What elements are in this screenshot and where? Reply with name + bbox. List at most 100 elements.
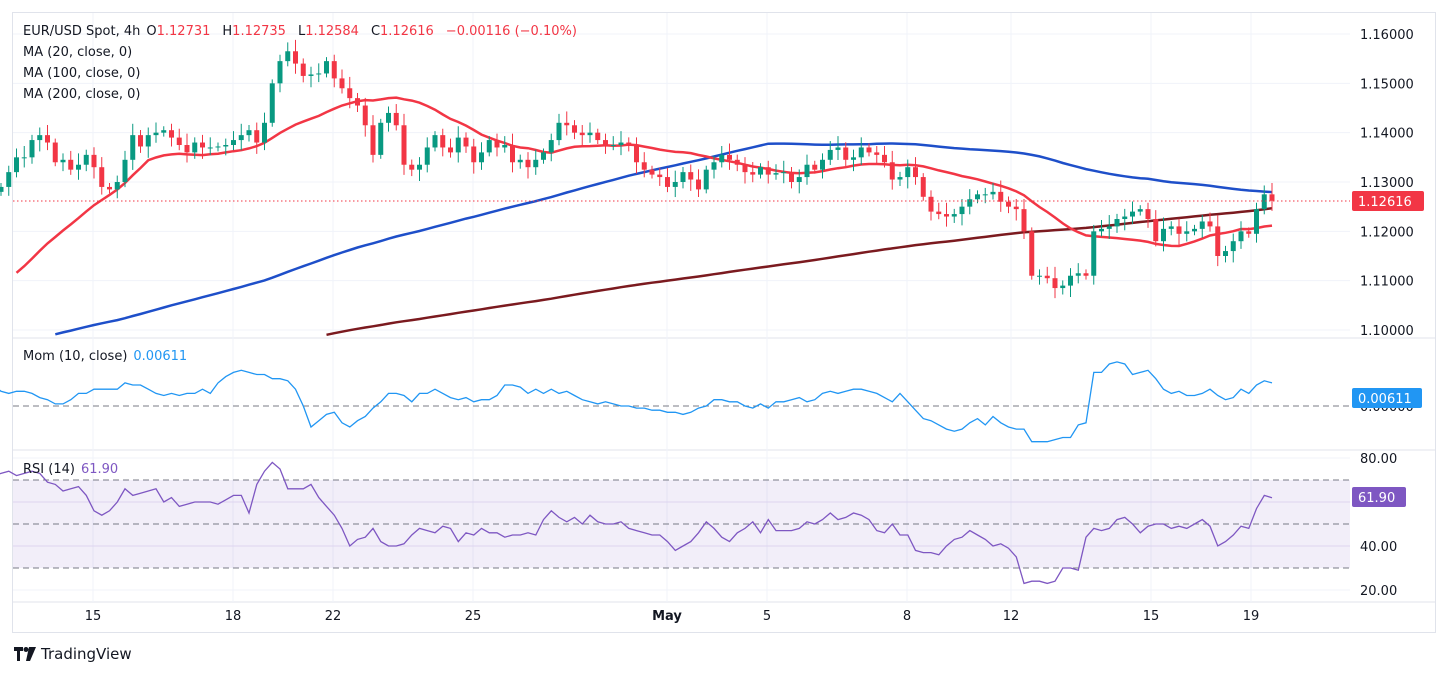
candle[interactable]	[796, 169, 802, 194]
candle[interactable]	[897, 171, 903, 186]
candle[interactable]	[533, 149, 539, 175]
candle[interactable]	[1130, 201, 1135, 225]
candle[interactable]	[455, 126, 461, 163]
candle[interactable]	[0, 182, 4, 196]
candle[interactable]	[758, 163, 763, 179]
candle[interactable]	[370, 115, 376, 163]
candle[interactable]	[1044, 266, 1050, 284]
candle[interactable]	[812, 160, 818, 174]
candle[interactable]	[184, 133, 190, 163]
momentum-line[interactable]	[0, 361, 1273, 443]
candle[interactable]	[362, 97, 368, 137]
candle[interactable]	[858, 137, 864, 165]
candle[interactable]	[1006, 196, 1011, 214]
candle[interactable]	[1052, 266, 1058, 299]
candle[interactable]	[595, 128, 601, 145]
candle[interactable]	[827, 141, 833, 165]
candle[interactable]	[889, 150, 895, 190]
candle[interactable]	[401, 113, 407, 175]
candle[interactable]	[1114, 213, 1120, 233]
candle[interactable]	[789, 166, 794, 189]
ma100-line[interactable]	[55, 142, 1273, 336]
candle[interactable]	[1137, 205, 1143, 216]
candle[interactable]	[130, 123, 136, 170]
candle[interactable]	[665, 168, 670, 193]
candle[interactable]	[1269, 182, 1275, 211]
candle[interactable]	[905, 159, 911, 189]
candle[interactable]	[1075, 263, 1081, 284]
candle[interactable]	[339, 69, 345, 94]
candle[interactable]	[246, 125, 252, 142]
candle[interactable]	[734, 154, 740, 172]
candle[interactable]	[1168, 221, 1174, 236]
candle[interactable]	[262, 112, 267, 151]
candle[interactable]	[254, 122, 260, 154]
candle[interactable]	[711, 155, 717, 179]
candle[interactable]	[835, 136, 841, 161]
candle[interactable]	[1153, 210, 1159, 247]
rsi-line[interactable]	[0, 461, 1273, 585]
ma100-legend[interactable]: MA (100, close, 0)	[23, 66, 141, 81]
candle[interactable]	[634, 137, 639, 174]
candle[interactable]	[1122, 208, 1128, 231]
candle[interactable]	[781, 160, 787, 184]
candle[interactable]	[1029, 227, 1035, 280]
candle[interactable]	[820, 153, 825, 179]
candle[interactable]	[300, 58, 306, 83]
candle[interactable]	[773, 164, 779, 180]
ma20-legend[interactable]: MA (20, close, 0)	[23, 45, 133, 60]
candle[interactable]	[145, 127, 151, 158]
candle[interactable]	[1037, 269, 1042, 285]
candle[interactable]	[502, 136, 508, 153]
candle[interactable]	[657, 168, 663, 186]
candle[interactable]	[1161, 217, 1166, 252]
candle[interactable]	[944, 202, 949, 227]
candle[interactable]	[913, 157, 918, 185]
candle[interactable]	[417, 157, 422, 182]
candle[interactable]	[91, 147, 97, 179]
candle[interactable]	[587, 122, 593, 143]
candle[interactable]	[316, 63, 322, 83]
candle[interactable]	[1091, 224, 1097, 285]
candle[interactable]	[176, 128, 182, 151]
candle[interactable]	[83, 149, 89, 172]
candle[interactable]	[99, 157, 105, 195]
candle[interactable]	[494, 133, 500, 157]
candle[interactable]	[928, 190, 934, 221]
candle[interactable]	[1254, 202, 1259, 243]
candle[interactable]	[1207, 212, 1213, 232]
candle[interactable]	[990, 182, 996, 200]
candle[interactable]	[703, 165, 709, 194]
candle[interactable]	[696, 169, 701, 198]
candle[interactable]	[14, 148, 19, 178]
candle[interactable]	[510, 133, 515, 173]
candle[interactable]	[21, 145, 27, 168]
candle[interactable]	[378, 118, 384, 159]
candle[interactable]	[936, 202, 942, 220]
candle[interactable]	[579, 125, 585, 147]
candle[interactable]	[959, 199, 965, 226]
candle[interactable]	[750, 162, 756, 183]
mom-legend[interactable]: Mom (10, close) 0.00611	[23, 349, 193, 364]
candle[interactable]	[967, 189, 973, 215]
candle[interactable]	[285, 42, 291, 67]
candle[interactable]	[277, 54, 283, 93]
candle[interactable]	[572, 120, 577, 140]
candle[interactable]	[114, 175, 120, 199]
candle[interactable]	[471, 138, 477, 174]
candle[interactable]	[804, 154, 810, 185]
candle[interactable]	[765, 160, 771, 184]
candle[interactable]	[161, 126, 167, 137]
candle[interactable]	[60, 153, 66, 172]
candle[interactable]	[1246, 227, 1252, 238]
candle[interactable]	[122, 150, 128, 188]
candle[interactable]	[1106, 215, 1112, 239]
candle[interactable]	[882, 145, 887, 168]
candle[interactable]	[169, 123, 174, 147]
candle[interactable]	[393, 104, 399, 131]
candle[interactable]	[207, 137, 213, 156]
candle[interactable]	[603, 133, 608, 154]
candle[interactable]	[1083, 269, 1089, 280]
candle[interactable]	[138, 129, 143, 153]
candle[interactable]	[998, 180, 1004, 212]
